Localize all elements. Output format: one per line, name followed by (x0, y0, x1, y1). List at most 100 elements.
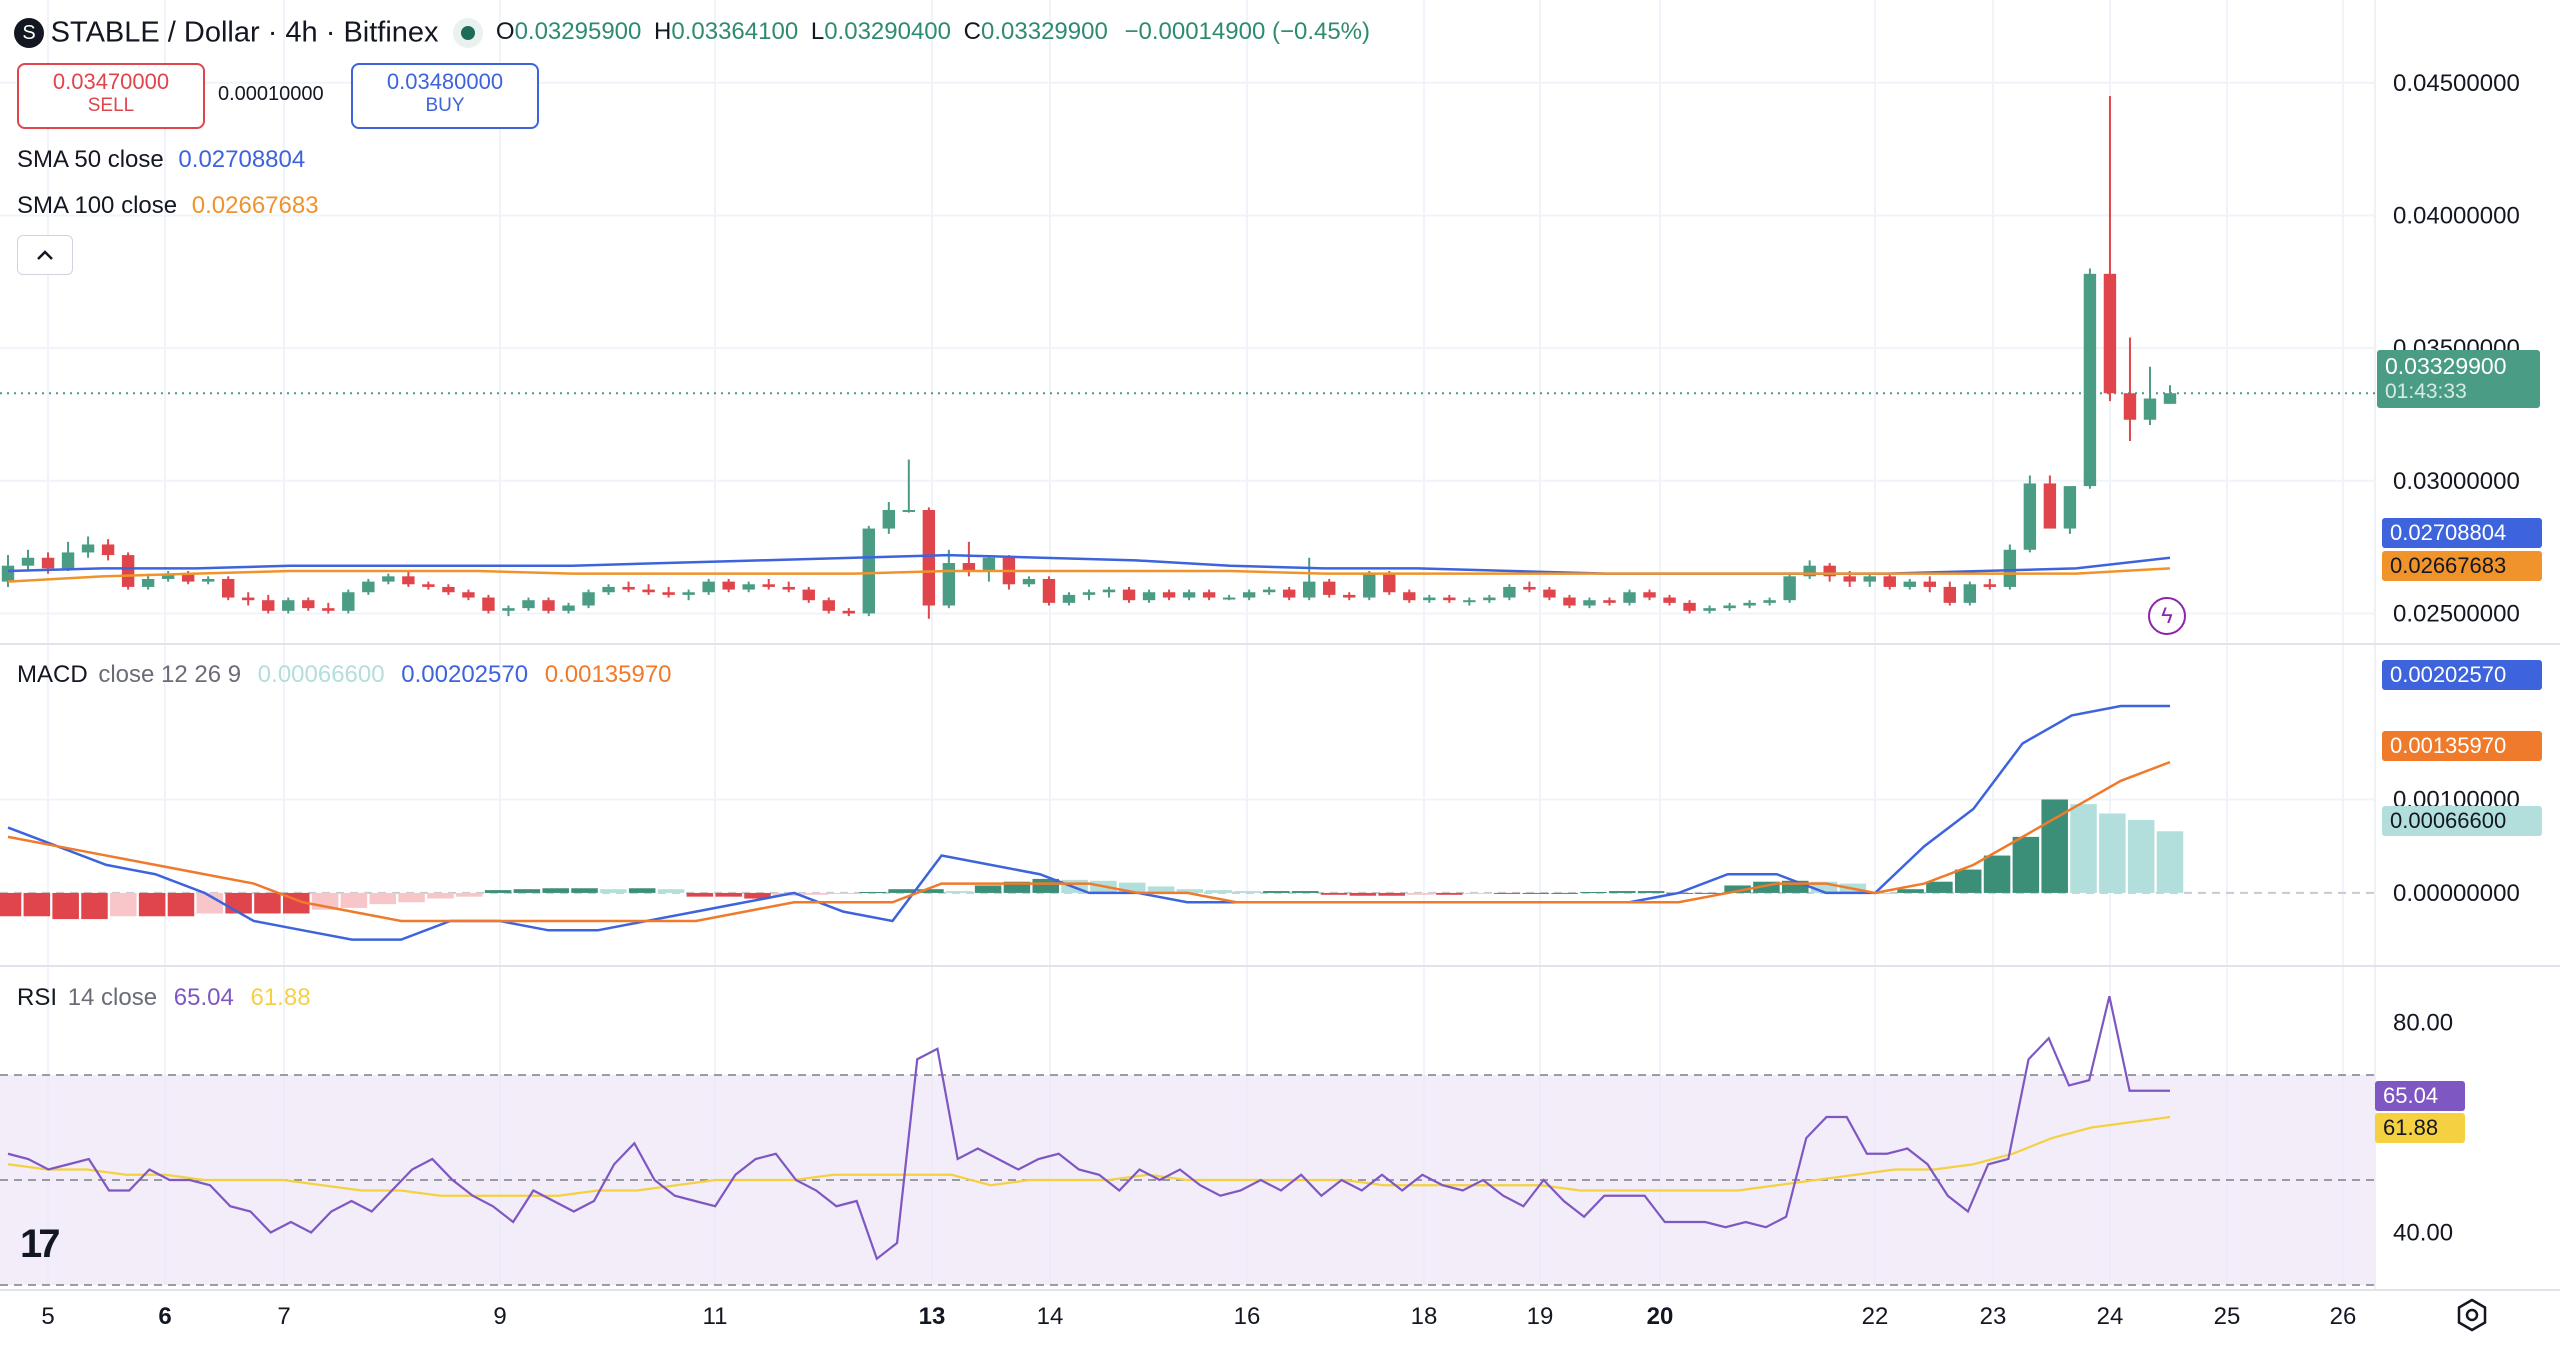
candle-body (1583, 600, 1596, 606)
high-value: 0.03364100 (671, 18, 799, 45)
high-label: H (654, 18, 672, 45)
candle-body (221, 578, 235, 598)
candle-body (1643, 592, 1656, 598)
rsi-badge: 65.04 (2375, 1081, 2465, 1111)
candle-body (922, 509, 936, 606)
candle-body (1162, 592, 1176, 598)
rsi-legend[interactable]: RSI 14 close 65.04 61.88 (17, 983, 311, 1013)
symbol-logo-icon[interactable]: S (14, 17, 44, 48)
candle-body (1863, 576, 1876, 582)
candle-body (2063, 486, 2077, 529)
collapse-legend-button[interactable] (17, 235, 73, 275)
candle-body (1182, 592, 1196, 598)
x-tick-label: 19 (1527, 1303, 1554, 1330)
x-tick-label: 13 (919, 1303, 946, 1330)
candle-body (1883, 576, 1896, 587)
macd-legend[interactable]: MACD close 12 26 9 0.00066600 0.00202570… (17, 660, 672, 690)
buy-button[interactable]: 0.03480000 BUY (351, 63, 539, 129)
sma100-legend[interactable]: SMA 100 close 0.02667683 (17, 191, 319, 221)
candle-body (1222, 597, 1236, 600)
x-tick-label: 14 (1037, 1303, 1064, 1330)
candle-body (1983, 584, 1997, 587)
candle-body (1282, 589, 1296, 598)
candle-body (1803, 565, 1816, 577)
x-tick-label: 7 (277, 1303, 290, 1330)
macd-hist-value: 0.00066600 (257, 661, 385, 688)
lightning-icon[interactable]: ϟ (2148, 597, 2186, 635)
candle-body (1363, 573, 1376, 598)
sma50-value: 0.02708804 (178, 146, 306, 173)
macd-hist-badge: 0.00066600 (2382, 806, 2542, 836)
candle-body (1723, 605, 1736, 609)
candle-body (2023, 483, 2037, 550)
gear-icon[interactable] (2454, 1297, 2490, 1333)
macd-hist-bar (2156, 831, 2184, 893)
macd-hist-bar (1522, 892, 1550, 894)
candle-body (2083, 273, 2097, 487)
candle-body (422, 584, 435, 587)
candle-body (542, 600, 555, 611)
macd-hist-bar (110, 892, 137, 917)
candle-body (1823, 565, 1836, 577)
x-tick-label: 22 (1862, 1303, 1889, 1330)
x-tick-label: 11 (703, 1303, 728, 1330)
candle-body (181, 573, 195, 582)
macd-hist-bar (2127, 820, 2155, 893)
x-tick-label: 5 (41, 1303, 54, 1330)
candle-body (902, 509, 916, 512)
candle-body (1543, 589, 1556, 598)
candle-body (1963, 584, 1977, 603)
x-tick-label: 16 (1234, 1303, 1261, 1330)
candle-body (21, 557, 35, 566)
candle-body (1463, 600, 1476, 603)
spread-value: 0.00010000 (218, 83, 324, 105)
macd-hist-bar (1983, 855, 2011, 893)
candle-body (201, 578, 215, 582)
sma100-value: 0.02667683 (191, 192, 319, 219)
sma50-legend[interactable]: SMA 50 close 0.02708804 (17, 145, 305, 175)
sell-label: SELL (87, 95, 135, 116)
candle-body (61, 552, 75, 569)
macd-hist-bar (1868, 892, 1895, 894)
close-label: C (963, 18, 982, 45)
last-price-badge: 0.03329900 01:43:33 (2377, 350, 2540, 408)
candle-body (41, 557, 55, 569)
candle-body (782, 586, 795, 590)
candle-body (442, 586, 455, 593)
candle-body (1423, 597, 1436, 601)
candle-body (1483, 597, 1496, 601)
macd-signal-value: 0.00135970 (544, 661, 672, 688)
x-tick-label: 25 (2214, 1303, 2241, 1330)
tradingview-logo[interactable]: 17 (20, 1222, 60, 1266)
open-label: O (495, 18, 515, 45)
macd-hist-bar (369, 892, 397, 905)
sell-button[interactable]: 0.03470000 SELL (17, 63, 205, 129)
candle-body (1022, 578, 1036, 585)
candle-body (862, 528, 876, 614)
macd-hist-bar (1320, 892, 1348, 895)
rsi-tick-label: 40.00 (2393, 1220, 2453, 1247)
macd-line (7, 704, 2170, 941)
candle-body (1323, 581, 1336, 595)
macd-hist-bar (1954, 869, 1982, 893)
macd-hist-bar (455, 892, 483, 897)
candle-body (602, 586, 615, 593)
candle-body (1443, 597, 1456, 601)
change-value: −0.00014900 (−0.45%) (1124, 18, 1371, 45)
macd-hist-bar (1464, 892, 1492, 894)
candle-body (362, 581, 375, 593)
macd-hist-bar (427, 892, 454, 899)
macd-hist-bar (513, 889, 541, 893)
rsi-tick-label: 80.00 (2393, 1010, 2453, 1037)
macd-hist-bar (1753, 881, 1780, 893)
symbol-title[interactable]: STABLE / Dollar · 4h · Bitfinex (50, 16, 439, 49)
macd-hist-bar (254, 892, 281, 914)
macd-hist-bar (1234, 891, 1261, 893)
sell-price: 0.03470000 (52, 69, 170, 94)
macd-hist-bar (1176, 889, 1204, 893)
macd-hist-bar (1378, 892, 1405, 896)
macd-hist-bar (2070, 804, 2097, 893)
candle-body (982, 557, 996, 572)
macd-hist-bar (2012, 836, 2040, 893)
